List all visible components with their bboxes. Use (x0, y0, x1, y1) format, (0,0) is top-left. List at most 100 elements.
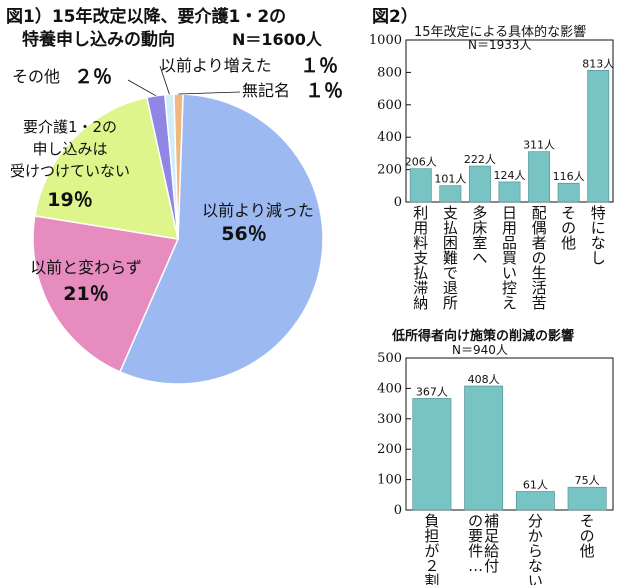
pie-label-not-accepting-line-1: 申し込みは (32, 140, 107, 158)
bar2-title: 低所得者向け施策の削減の影響 (391, 328, 574, 344)
bar1-value-label-2: 222人 (464, 153, 496, 166)
bar2-category-1-l0-c1: 足 (484, 527, 499, 545)
bar1-figure-label: 図2） (372, 6, 418, 27)
bar1-category-5-l0-c1: の (561, 219, 576, 237)
bar1-bar-1 (439, 185, 462, 203)
bar1-category-0-l0-c4: 払 (413, 264, 428, 282)
bar1-category-4-l0-c1: 偶 (532, 219, 547, 237)
bar2-category-1-l1-c1: 要 (468, 527, 483, 545)
pie-slice-0 (118, 93, 324, 385)
bar2-frame (405, 357, 614, 511)
bar2-bar-2 (515, 491, 555, 511)
bar1-category-3-l0-c2: 品 (502, 234, 517, 252)
bar1-category-1-l0-c0: 支 (443, 204, 458, 222)
bar2-tick-label-2: 200 (377, 442, 402, 457)
bar2-category-1-l1-c0: の (468, 512, 483, 530)
bar1-category-0-l0-c3: 支 (413, 249, 428, 267)
pie-label-unchanged: 以前と変わらず (30, 258, 142, 277)
bar1-category-1-l0-c3: 難 (443, 249, 458, 267)
bar2-tick-label-3: 300 (377, 412, 402, 427)
bar2-category-1-l1-c2: 件 (468, 542, 483, 560)
bar1-category-4-l0-c2: 者 (532, 234, 547, 252)
bar1-category-6-l0-c0: 特 (591, 204, 606, 222)
bar2-bar-0 (412, 398, 452, 511)
bar1-value-label-6: 813人 (582, 57, 614, 70)
bar1-category-1-l0-c4: で (443, 264, 458, 282)
bar2-category-0-l0-c2: が (424, 542, 439, 560)
bar1-value-label-5: 116人 (553, 170, 585, 183)
bar1-bar-6 (587, 69, 610, 203)
bar1-subtitle: 15年改定による具体的な影響 (414, 24, 586, 40)
bar2-value-label-0: 367人 (416, 385, 448, 398)
bar2-category-2-l0-c3: な (528, 557, 543, 575)
bar2-category-0-l0-c3: ２ (424, 557, 439, 575)
pie-value-unchanged: 21％ (63, 283, 108, 305)
pie-value-increased: １％ (300, 55, 338, 77)
bar1-category-3-l0-c6: え (502, 294, 517, 312)
pie-slice-2 (34, 96, 179, 240)
bar1-category-0-l0-c6: 納 (413, 294, 428, 312)
bar1-tick-label-4: 800 (377, 65, 402, 80)
bar1-value-label-3: 124人 (494, 169, 526, 182)
pie-label-increased: 以前より増えた (160, 56, 272, 75)
bar1-category-1-l0-c5: 退 (443, 279, 458, 297)
bar1-category-5-l0-c0: そ (561, 204, 576, 222)
bar-chart-low-income: 0100200300400500367人負担が２割408人補足給付の要件…61人… (377, 351, 614, 585)
bar1-category-3-l0-c5: 控 (502, 279, 517, 297)
bar1-value-label-0: 206人 (405, 156, 437, 169)
bar2-value-label-2: 61人 (523, 478, 548, 491)
bar2-category-0-l0-c4: 割 (424, 572, 439, 585)
pie-chart: 以前より減った 56％ 以前と変わらず 21％ 要介護1・2の申し込みは受けつけていない… (10, 55, 343, 385)
bar1-category-4-l0-c6: 苦 (532, 294, 547, 312)
bar2-sample-size: N＝940人 (452, 343, 508, 357)
bar1-category-4-l0-c3: の (532, 249, 547, 267)
bar2-category-1-l1-c3: … (468, 557, 483, 575)
bar1-category-2-l0-c1: 床 (472, 219, 487, 237)
bar1-bar-3 (498, 181, 521, 203)
pie-label-not-accepting-line-2: 受けつけていない (10, 162, 130, 180)
bar1-category-1-l0-c1: 払 (443, 219, 458, 237)
pie-sample-size: N＝1600人 (232, 30, 323, 49)
pie-label-decreased: 以前より減った (202, 201, 314, 220)
bar1-category-0-l0-c1: 用 (413, 219, 428, 237)
bar1-category-2-l0-c0: 多 (472, 204, 487, 222)
bar2-category-2-l0-c4: い (528, 572, 543, 585)
pie-label-other: その他 (12, 67, 60, 86)
bar1-category-3-l0-c4: い (502, 264, 517, 282)
bar1-category-3-l0-c0: 日 (502, 204, 517, 222)
pie-value-not-accepting: 19％ (47, 189, 92, 211)
bar2-category-3-l0-c0: そ (580, 512, 595, 530)
bar2-category-1-l0-c3: 付 (484, 557, 499, 575)
bar2-category-0-l0-c1: 担 (424, 527, 439, 545)
bar2-category-2-l0-c1: か (528, 527, 543, 545)
bar2-value-label-3: 75人 (575, 474, 600, 487)
bar1-category-2-l0-c2: 室 (472, 234, 487, 252)
bar2-tick-label-4: 400 (377, 381, 402, 396)
bar1-category-0-l0-c5: 滞 (413, 279, 428, 297)
bar1-category-4-l0-c5: 活 (532, 279, 547, 297)
bar1-value-label-4: 311人 (523, 139, 555, 152)
pie-value-other: ２％ (74, 66, 112, 88)
bar1-category-5-l0-c2: 他 (561, 234, 576, 252)
bar1-category-2-l0-c3: へ (472, 249, 487, 267)
bar1-tick-label-2: 400 (377, 130, 402, 145)
bar1-category-3-l0-c3: 買 (502, 249, 517, 267)
bar1-category-1-l0-c2: 困 (443, 234, 458, 252)
pie-label-not-accepting-line-0: 要介護1・2の (23, 118, 117, 136)
pie-leader-unsigned (178, 91, 241, 95)
bar1-tick-label-3: 600 (377, 98, 402, 113)
bar1-category-0-l0-c2: 料 (413, 234, 428, 252)
bar1-category-6-l0-c3: し (591, 249, 606, 267)
bar2-category-0-l0-c0: 負 (424, 512, 439, 530)
bar1-category-6-l0-c1: に (591, 219, 606, 237)
bar1-bar-5 (557, 182, 580, 203)
pie-value-unsigned: １％ (305, 80, 343, 102)
bar2-category-3-l0-c2: 他 (580, 542, 595, 560)
bar2-value-label-1: 408人 (468, 373, 500, 386)
bar2-category-2-l0-c2: ら (528, 542, 543, 560)
bar2-tick-label-1: 100 (377, 473, 402, 488)
pie-leader-other (127, 79, 157, 97)
bar2-bar-1 (464, 385, 504, 511)
bar1-tick-label-0: 0 (394, 195, 402, 210)
